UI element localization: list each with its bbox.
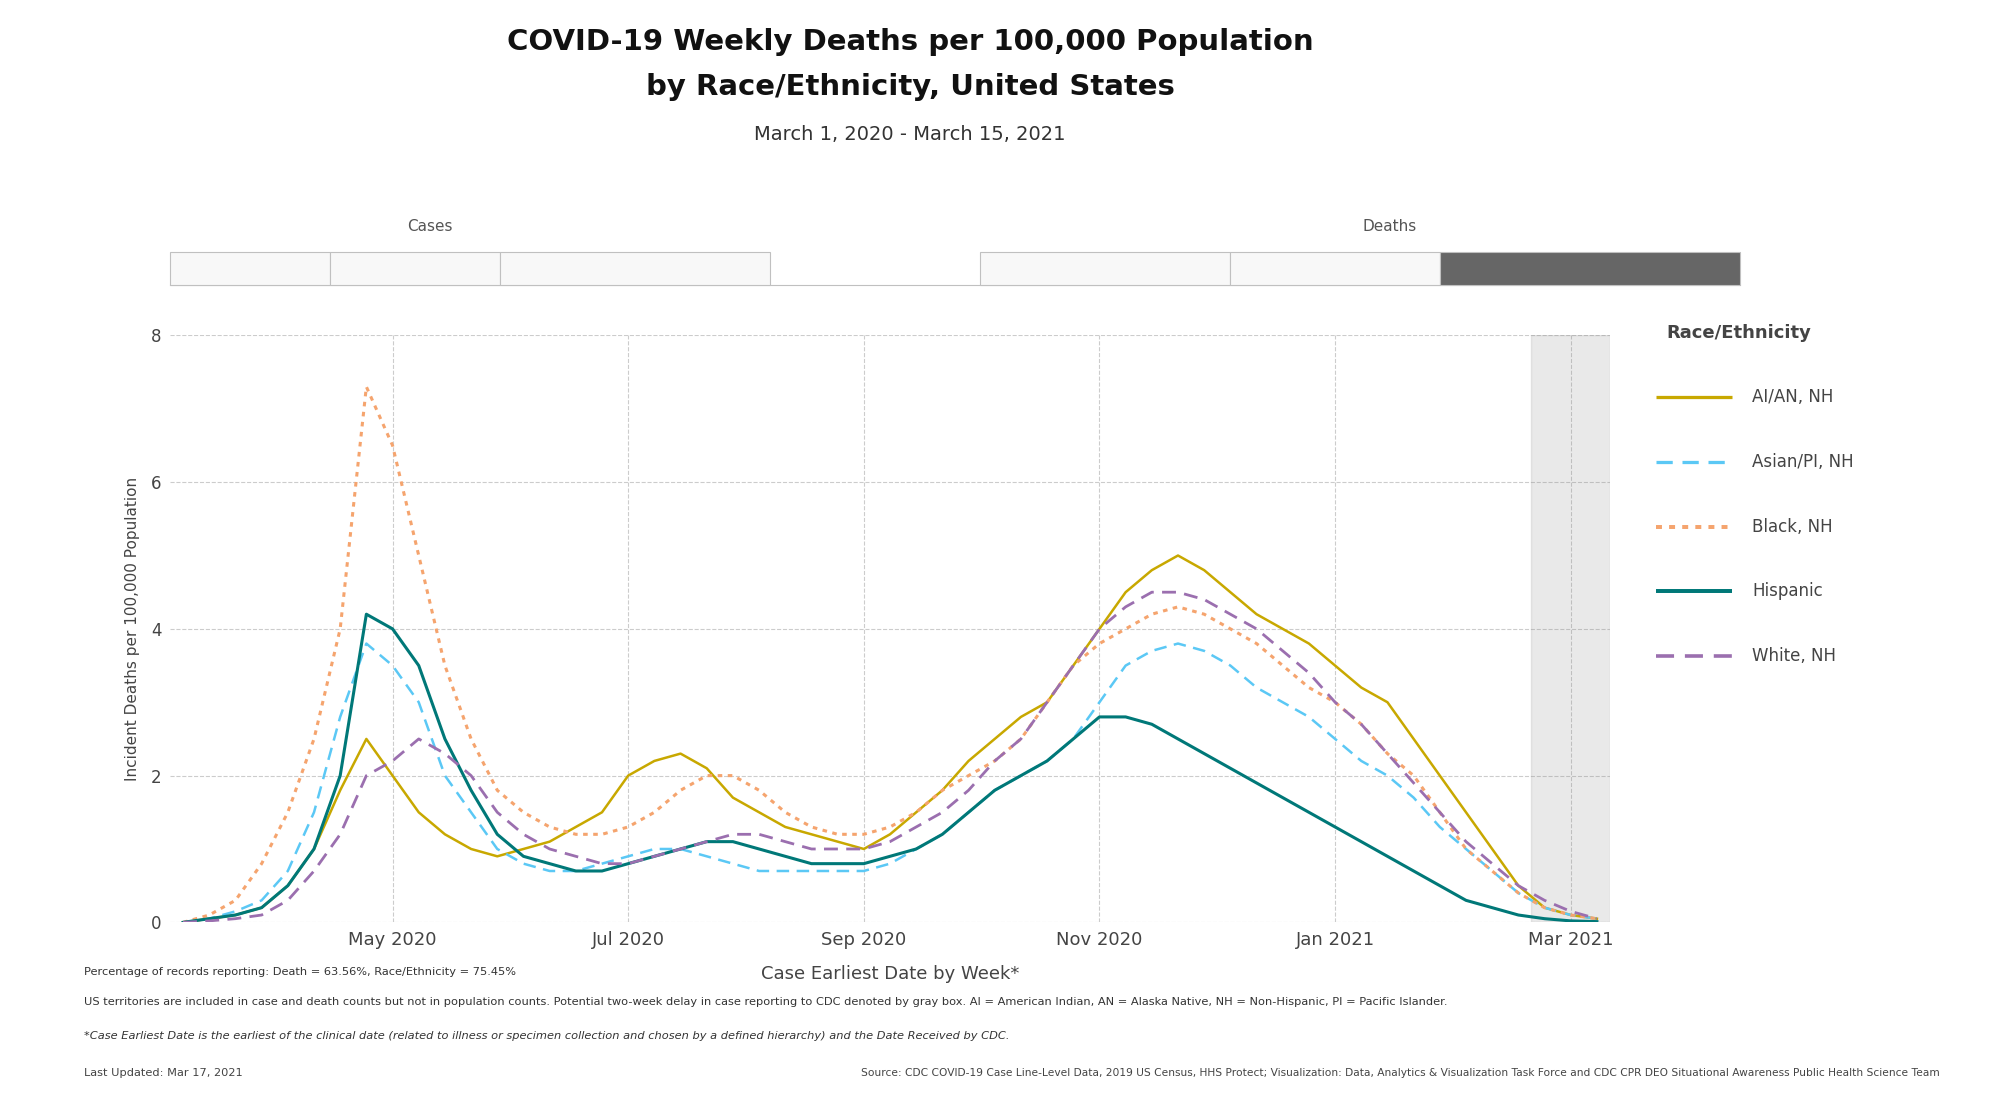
Text: by Race/Ethnicity, United States: by Race/Ethnicity, United States <box>646 73 1174 101</box>
Text: *Case Earliest Date is the earliest of the clinical date (related to illness or : *Case Earliest Date is the earliest of t… <box>84 1031 1010 1041</box>
Text: Hispanic: Hispanic <box>1752 582 1822 600</box>
X-axis label: Case Earliest Date by Week*: Case Earliest Date by Week* <box>760 965 1020 984</box>
Text: Sex: Sex <box>1092 260 1120 276</box>
Text: Asian/PI, NH: Asian/PI, NH <box>1752 453 1854 471</box>
Text: US territories are included in case and death counts but not in population count: US territories are included in case and … <box>84 997 1448 1007</box>
Text: AI/AN, NH: AI/AN, NH <box>1752 388 1834 406</box>
Text: COVID-19 Weekly Deaths per 100,000 Population: COVID-19 Weekly Deaths per 100,000 Popul… <box>506 28 1314 56</box>
Text: White, NH: White, NH <box>1752 647 1836 665</box>
Y-axis label: Incident Deaths per 100,000 Population: Incident Deaths per 100,000 Population <box>124 476 140 781</box>
Text: Age: Age <box>400 260 430 276</box>
Text: Race/Ethnicity: Race/Ethnicity <box>1536 260 1644 276</box>
Text: Race/Ethnicity: Race/Ethnicity <box>1666 324 1810 342</box>
Text: March 1, 2020 - March 15, 2021: March 1, 2020 - March 15, 2021 <box>754 125 1066 144</box>
Text: Last Updated: Mar 17, 2021: Last Updated: Mar 17, 2021 <box>84 1068 242 1078</box>
Text: Sex: Sex <box>236 260 264 276</box>
Bar <box>1532 335 1610 922</box>
Text: Age: Age <box>1320 260 1350 276</box>
Text: Source: CDC COVID-19 Case Line-Level Data, 2019 US Census, HHS Protect; Visualiz: Source: CDC COVID-19 Case Line-Level Dat… <box>862 1068 1940 1078</box>
Text: Race/Ethnicity: Race/Ethnicity <box>580 260 690 276</box>
Text: Cases: Cases <box>408 219 452 234</box>
Text: Deaths: Deaths <box>1362 219 1418 234</box>
Text: Percentage of records reporting: Death = 63.56%, Race/Ethnicity = 75.45%: Percentage of records reporting: Death =… <box>84 967 516 977</box>
Text: Black, NH: Black, NH <box>1752 518 1832 536</box>
